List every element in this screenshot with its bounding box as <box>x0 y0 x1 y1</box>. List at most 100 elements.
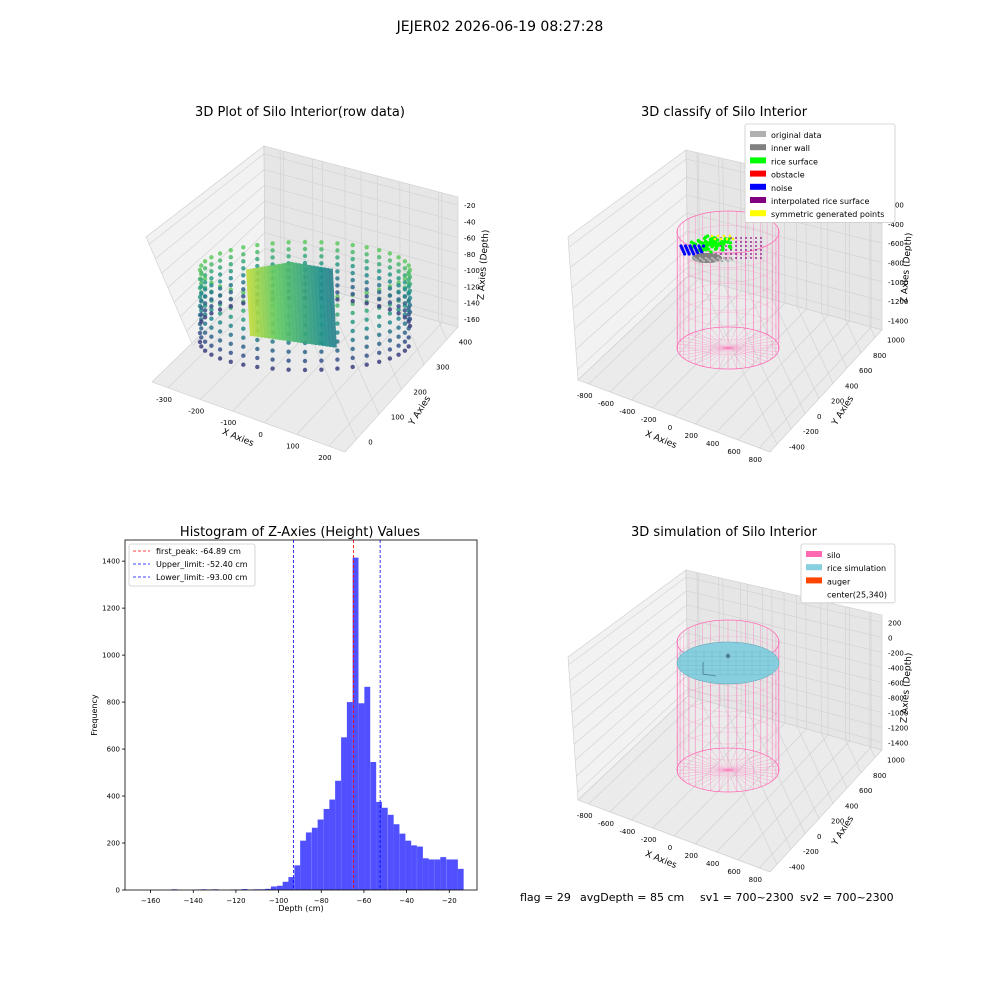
rice-surface-point <box>705 234 710 238</box>
y-tick-label: 300 <box>436 364 449 372</box>
simulation-silo-spoke <box>688 755 729 771</box>
grid-line <box>361 299 402 390</box>
legend-label: original data <box>771 131 822 140</box>
grid-line <box>686 632 883 683</box>
raw-surface-strip <box>325 267 334 348</box>
simulation-silo-spoke <box>727 769 754 790</box>
grid-line <box>686 576 883 623</box>
grid-line <box>724 285 792 430</box>
z-tick-label: 200 <box>888 620 901 628</box>
raw-point <box>202 287 208 292</box>
y-tick-label: -200 <box>803 848 819 856</box>
raw-point <box>387 307 393 312</box>
raw-point <box>255 249 260 255</box>
classify-zlabel: Z Axies (Depth) <box>900 232 915 303</box>
raw-point <box>228 359 233 364</box>
histogram-vlines <box>293 540 381 890</box>
classify-silo-spoke <box>688 334 729 349</box>
raw-point <box>377 283 382 288</box>
raw-point <box>202 315 208 320</box>
simulation-silo-spoke <box>710 769 729 791</box>
z-tick-label: -200 <box>888 202 904 210</box>
raw-point <box>377 290 382 295</box>
raw-point <box>228 304 233 309</box>
raw-point <box>364 287 369 292</box>
legend-swatch <box>750 144 766 151</box>
classify-silo-ring <box>676 312 780 355</box>
raw-point <box>270 339 275 344</box>
simulation-silo-spoke <box>683 758 729 771</box>
raw-point <box>286 247 291 252</box>
y-tick-label: 400 <box>107 793 120 801</box>
raw-point <box>377 359 382 364</box>
histogram-bar <box>446 859 453 890</box>
simulation-silo-spoke <box>727 769 773 782</box>
x-tick-label: −20 <box>442 897 457 905</box>
grid-line <box>264 216 459 271</box>
original-data-point <box>718 258 722 261</box>
panel-simulation-3d: 3D simulation of Silo Interior -800-600-… <box>567 525 914 884</box>
raw-point <box>407 323 413 329</box>
raw-point <box>228 314 233 319</box>
raw-point <box>241 326 246 331</box>
raw-point <box>402 280 408 285</box>
z-tick-label: -160 <box>464 316 480 324</box>
classify-silo-wireframe <box>676 210 780 370</box>
raw-point <box>364 353 369 358</box>
raw-point <box>228 350 233 355</box>
y-tick-label: 200 <box>107 840 120 848</box>
histogram-bar <box>265 888 272 890</box>
raw-point <box>406 284 411 289</box>
raw-surface-strip <box>271 264 280 340</box>
raw-point <box>270 241 275 246</box>
original-data-point <box>692 256 696 260</box>
raw-point <box>350 242 355 248</box>
grid-line <box>328 322 443 447</box>
raw-point <box>241 290 246 295</box>
panel-raw-title: 3D Plot of Silo Interior(row data) <box>195 105 405 120</box>
simulation-silo-spoke <box>688 769 729 785</box>
grid-line <box>695 728 807 845</box>
interpolated-point <box>740 237 742 239</box>
interpolated-point <box>760 237 762 239</box>
raw-point <box>202 330 208 335</box>
raw-point <box>241 362 246 367</box>
grid-line <box>686 590 883 638</box>
raw-point <box>209 325 214 330</box>
grid-line <box>399 310 425 365</box>
raw-surface-strip <box>274 264 283 341</box>
x-tick-label: 0 <box>668 844 672 852</box>
y-tick-label: 0 <box>817 413 821 421</box>
histogram-bar <box>323 808 330 890</box>
interpolated-point <box>750 245 752 247</box>
rice-surface-point <box>704 248 708 252</box>
raw-y-ticks: 0 100 200 300 400 <box>368 339 472 447</box>
simulation-floor-pane <box>577 695 883 873</box>
noise-point <box>683 252 687 256</box>
x-tick-label: 0 <box>668 424 672 432</box>
raw-point <box>350 256 355 262</box>
footer-avgdepth: avgDepth = 85 cm <box>580 891 684 904</box>
legend-swatch <box>750 197 766 203</box>
raw-surface-strip <box>321 267 330 347</box>
raw-surface-strip <box>249 268 258 337</box>
raw-point <box>217 347 223 352</box>
y-tick-label: 1200 <box>102 605 120 613</box>
simulation-silo-ring <box>676 731 780 777</box>
histogram-bar <box>288 877 295 890</box>
classify-silo-spoke <box>727 347 779 352</box>
raw-point <box>228 255 233 260</box>
raw-point <box>255 355 260 361</box>
raw-point <box>402 330 408 335</box>
raw-point <box>199 335 204 340</box>
raw-point <box>406 312 411 317</box>
raw-point <box>199 277 204 282</box>
z-tick-label: 0 <box>888 635 892 643</box>
raw-point <box>270 357 275 362</box>
rice-surface-point <box>728 246 733 250</box>
z-tick-label: -140 <box>464 300 480 308</box>
original-data-point <box>726 259 730 263</box>
histogram-bar <box>364 686 371 890</box>
raw-point <box>199 284 204 289</box>
